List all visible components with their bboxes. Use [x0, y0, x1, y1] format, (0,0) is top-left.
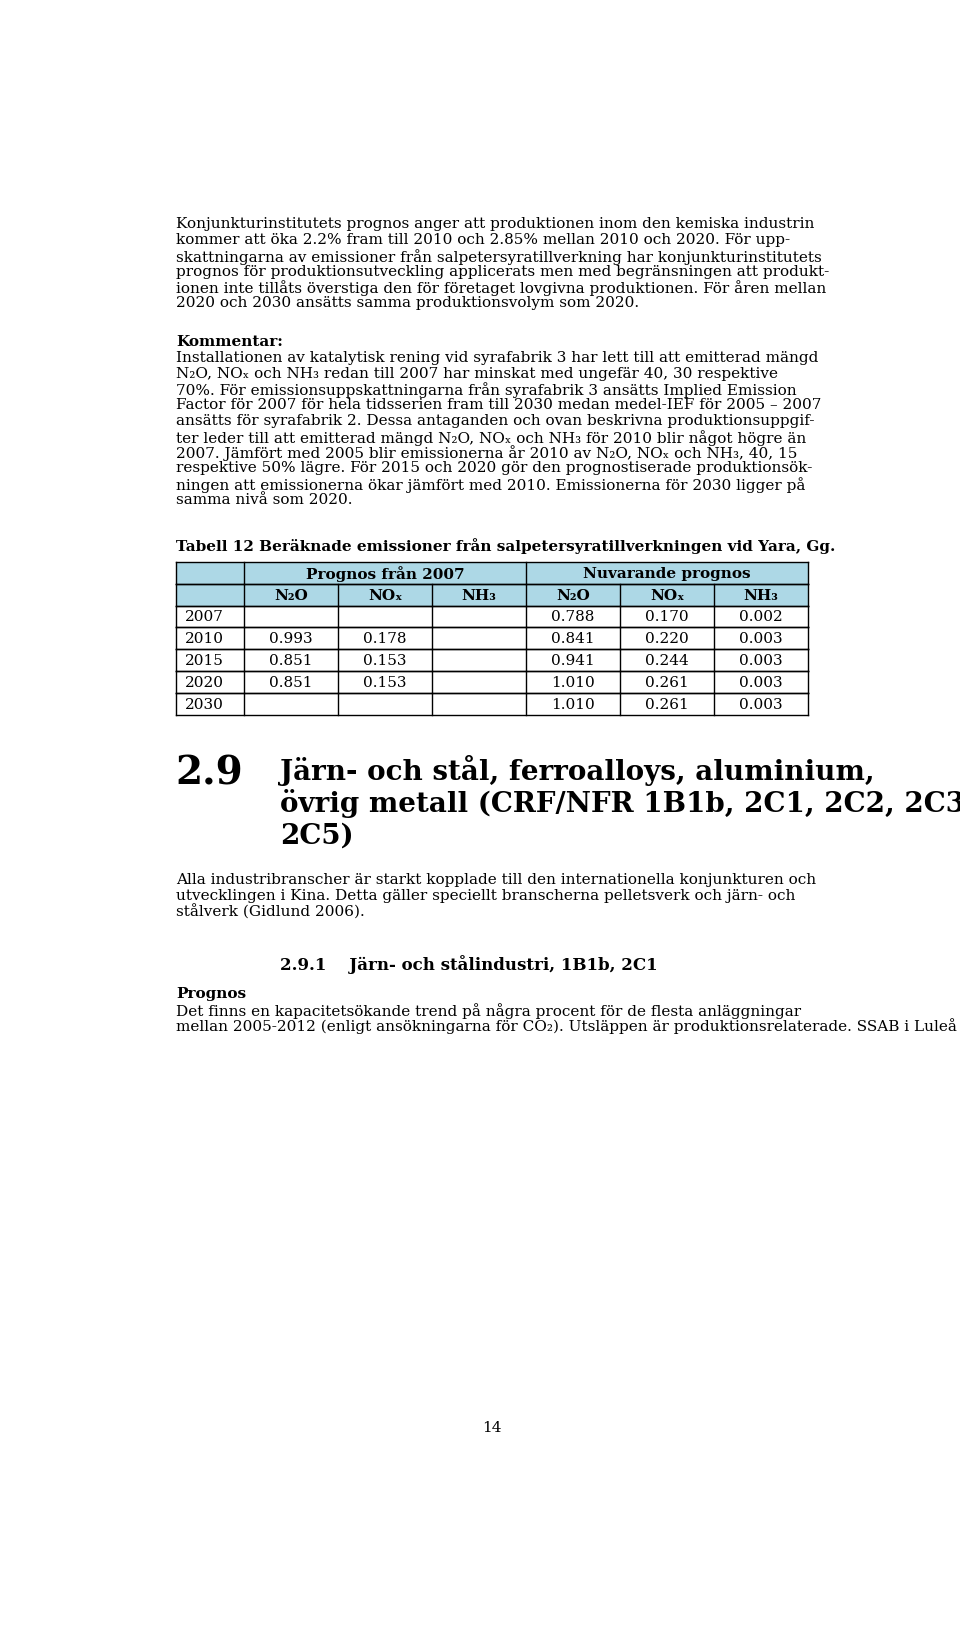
Text: 0.244: 0.244	[645, 654, 689, 668]
Text: Kommentar:: Kommentar:	[176, 334, 282, 349]
Text: NOₓ: NOₓ	[650, 588, 684, 601]
Text: samma nivå som 2020.: samma nivå som 2020.	[176, 492, 352, 507]
Text: 1.010: 1.010	[551, 698, 595, 712]
Text: Prognos från 2007: Prognos från 2007	[305, 566, 465, 582]
Text: 0.178: 0.178	[363, 632, 407, 645]
Text: 0.003: 0.003	[739, 654, 783, 668]
Bar	[176, 562, 808, 584]
Text: 0.261: 0.261	[645, 676, 689, 689]
Text: 1.010: 1.010	[551, 676, 595, 689]
Bar	[176, 694, 808, 716]
Text: Det finns en kapacitetsökande trend på några procent för de flesta anläggningar: Det finns en kapacitetsökande trend på n…	[176, 1002, 801, 1017]
Bar	[176, 584, 808, 606]
Text: 2.9: 2.9	[176, 755, 244, 792]
Text: 2007: 2007	[185, 610, 224, 624]
Text: mellan 2005-2012 (enligt ansökningarna för CO₂). Utsläppen är produktionsrelater: mellan 2005-2012 (enligt ansökningarna f…	[176, 1017, 960, 1033]
Text: 0.003: 0.003	[739, 698, 783, 712]
Text: NH₃: NH₃	[462, 588, 496, 601]
Text: 0.993: 0.993	[269, 632, 313, 645]
Text: ionen inte tillåts överstiga den för företaget lovgivna produktionen. För åren m: ionen inte tillåts överstiga den för för…	[176, 280, 826, 297]
Text: Factor för 2007 för hela tidsserien fram till 2030 medan medel-IEF för 2005 – 20: Factor för 2007 för hela tidsserien fram…	[176, 398, 821, 412]
Text: 0.003: 0.003	[739, 676, 783, 689]
Text: ningen att emissionerna ökar jämfört med 2010. Emissionerna för 2030 ligger på: ningen att emissionerna ökar jämfört med…	[176, 478, 805, 492]
Text: stålverk (Gidlund 2006).: stålverk (Gidlund 2006).	[176, 905, 365, 919]
Text: 0.153: 0.153	[363, 676, 407, 689]
Text: skattningarna av emissioner från salpetersyratillverkning har konjunkturinstitut: skattningarna av emissioner från salpete…	[176, 249, 822, 264]
Text: 0.851: 0.851	[269, 654, 313, 668]
Text: 0.220: 0.220	[645, 632, 689, 645]
Text: 2.9.1    Järn- och stålindustri, 1B1b, 2C1: 2.9.1 Järn- och stålindustri, 1B1b, 2C1	[280, 955, 658, 973]
Text: 2030: 2030	[185, 698, 224, 712]
Text: N₂O: N₂O	[556, 588, 590, 601]
Text: NOₓ: NOₓ	[368, 588, 402, 601]
Text: Nuvarande prognos: Nuvarande prognos	[584, 566, 751, 580]
Text: kommer att öka 2.2% fram till 2010 och 2.85% mellan 2010 och 2020. För upp-: kommer att öka 2.2% fram till 2010 och 2…	[176, 233, 790, 246]
Text: 0.153: 0.153	[363, 654, 407, 668]
Text: prognos för produktionsutveckling applicerats men med begränsningen att produkt-: prognos för produktionsutveckling applic…	[176, 264, 829, 279]
Text: Konjunkturinstitutets prognos anger att produktionen inom den kemiska industrin: Konjunkturinstitutets prognos anger att …	[176, 217, 814, 231]
Text: 0.941: 0.941	[551, 654, 595, 668]
Bar	[176, 650, 808, 672]
Text: 14: 14	[482, 1420, 502, 1434]
Text: 0.788: 0.788	[551, 610, 595, 624]
Text: N₂O: N₂O	[275, 588, 308, 601]
Bar	[176, 672, 808, 694]
Text: 2020: 2020	[185, 676, 224, 689]
Text: 2015: 2015	[185, 654, 224, 668]
Text: 70%. För emissionsuppskattningarna från syrafabrik 3 ansätts Implied Emission: 70%. För emissionsuppskattningarna från …	[176, 381, 797, 398]
Text: 0.851: 0.851	[269, 676, 313, 689]
Text: 2020 och 2030 ansätts samma produktionsvolym som 2020.: 2020 och 2030 ansätts samma produktionsv…	[176, 297, 639, 310]
Text: Alla industribranscher är starkt kopplade till den internationella konjunkturen : Alla industribranscher är starkt kopplad…	[176, 872, 816, 887]
Text: 0.841: 0.841	[551, 632, 595, 645]
Bar	[176, 628, 808, 650]
Text: Installationen av katalytisk rening vid syrafabrik 3 har lett till att emitterad: Installationen av katalytisk rening vid …	[176, 350, 818, 365]
Text: NH₃: NH₃	[744, 588, 779, 601]
Text: Tabell 12 Beräknade emissioner från salpetersyratillverkningen vid Yara, Gg.: Tabell 12 Beräknade emissioner från salp…	[176, 538, 835, 554]
Text: N₂O, NOₓ och NH₃ redan till 2007 har minskat med ungefär 40, 30 respektive: N₂O, NOₓ och NH₃ redan till 2007 har min…	[176, 367, 778, 380]
Text: 2007. Jämfört med 2005 blir emissionerna år 2010 av N₂O, NOₓ och NH₃, 40, 15: 2007. Jämfört med 2005 blir emissionerna…	[176, 445, 797, 461]
Text: 0.261: 0.261	[645, 698, 689, 712]
Text: 0.170: 0.170	[645, 610, 689, 624]
Text: övrig metall (CRF/NFR 1B1b, 2C1, 2C2, 2C3,: övrig metall (CRF/NFR 1B1b, 2C1, 2C2, 2C…	[280, 789, 960, 817]
Bar	[176, 606, 808, 628]
Text: 2C5): 2C5)	[280, 822, 354, 849]
Text: 2010: 2010	[185, 632, 224, 645]
Text: Prognos: Prognos	[176, 986, 246, 1001]
Text: respektive 50% lägre. För 2015 och 2020 gör den prognostiserade produktionsök-: respektive 50% lägre. För 2015 och 2020 …	[176, 461, 812, 474]
Text: utvecklingen i Kina. Detta gäller speciellt branscherna pelletsverk och järn- oc: utvecklingen i Kina. Detta gäller specie…	[176, 888, 795, 903]
Text: 0.002: 0.002	[739, 610, 783, 624]
Text: ter leder till att emitterad mängd N₂O, NOₓ och NH₃ för 2010 blir något högre än: ter leder till att emitterad mängd N₂O, …	[176, 430, 806, 445]
Text: Järn- och stål, ferroalloys, aluminium,: Järn- och stål, ferroalloys, aluminium,	[280, 755, 876, 786]
Text: 0.003: 0.003	[739, 632, 783, 645]
Text: ansätts för syrafabrik 2. Dessa antaganden och ovan beskrivna produktionsuppgif-: ansätts för syrafabrik 2. Dessa antagand…	[176, 414, 814, 427]
